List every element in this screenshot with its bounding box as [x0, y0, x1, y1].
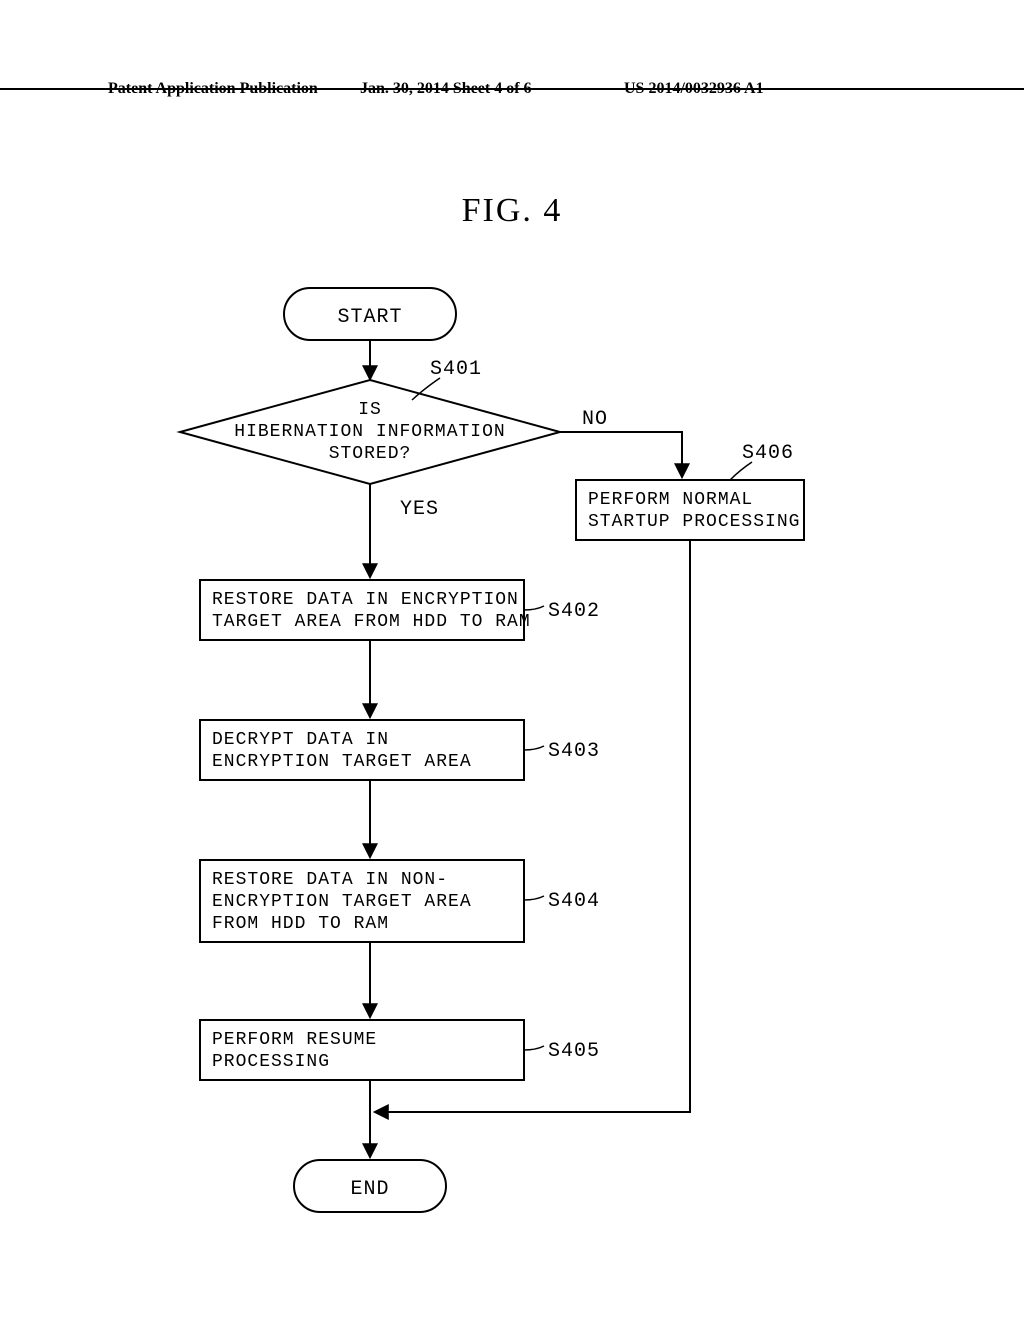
s401-label: S401: [430, 358, 482, 381]
box-s406: PERFORM NORMAL STARTUP PROCESSING: [576, 480, 804, 540]
box402-l2: TARGET AREA FROM HDD TO RAM: [212, 612, 531, 632]
end-label: END: [350, 1178, 389, 1201]
box404-l2: ENCRYPTION TARGET AREA: [212, 892, 472, 912]
box-s404: RESTORE DATA IN NON- ENCRYPTION TARGET A…: [200, 860, 524, 942]
box-s405: PERFORM RESUME PROCESSING: [200, 1020, 524, 1080]
s406-label-group: S406: [730, 442, 794, 480]
decision-node: IS HIBERNATION INFORMATION STORED?: [180, 380, 560, 484]
s403-label: S403: [548, 740, 600, 763]
s405-label: S405: [548, 1040, 600, 1063]
s405-label-group: S405: [524, 1040, 600, 1063]
box402-l1: RESTORE DATA IN ENCRYPTION: [212, 590, 519, 610]
start-node: START: [284, 288, 456, 340]
s402-label-group: S402: [524, 600, 600, 623]
flowchart-svg: START S401 IS HIBERNATION INFORMATION ST…: [0, 0, 1024, 1320]
box406-l2: STARTUP PROCESSING: [588, 512, 800, 532]
s406-label: S406: [742, 442, 794, 465]
box404-l3: FROM HDD TO RAM: [212, 914, 389, 934]
s404-label-group: S404: [524, 890, 600, 913]
box-s402: RESTORE DATA IN ENCRYPTION TARGET AREA F…: [200, 580, 531, 640]
decision-l3: STORED?: [329, 444, 412, 464]
no-label: NO: [582, 408, 608, 431]
start-label: START: [337, 306, 402, 329]
s403-label-group: S403: [524, 740, 600, 763]
box-s403: DECRYPT DATA IN ENCRYPTION TARGET AREA: [200, 720, 524, 780]
box403-l1: DECRYPT DATA IN: [212, 730, 389, 750]
decision-l1: IS: [358, 400, 382, 420]
box404-l1: RESTORE DATA IN NON-: [212, 870, 448, 890]
edge-no-path: [560, 432, 682, 476]
box405-l2: PROCESSING: [212, 1052, 330, 1072]
s404-label: S404: [548, 890, 600, 913]
box403-l2: ENCRYPTION TARGET AREA: [212, 752, 472, 772]
box406-l1: PERFORM NORMAL: [588, 490, 753, 510]
decision-l2: HIBERNATION INFORMATION: [234, 422, 505, 442]
yes-label: YES: [400, 498, 439, 521]
end-node: END: [294, 1160, 446, 1212]
s402-label: S402: [548, 600, 600, 623]
box405-l1: PERFORM RESUME: [212, 1030, 377, 1050]
